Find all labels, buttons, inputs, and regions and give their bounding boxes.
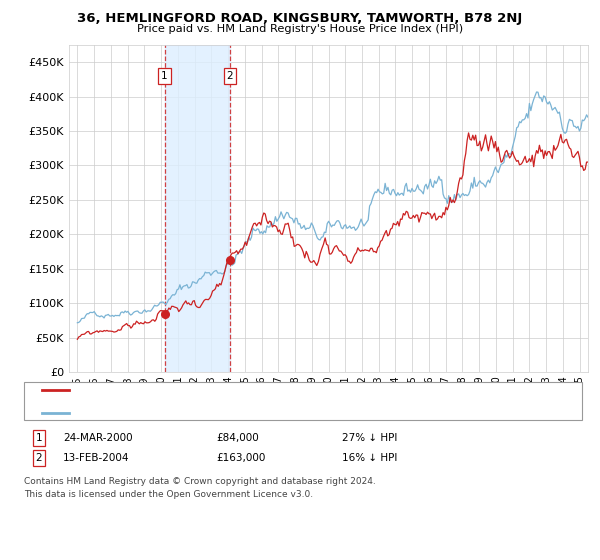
Text: 36, HEMLINGFORD ROAD, KINGSBURY, TAMWORTH, B78 2NJ (detached house): 36, HEMLINGFORD ROAD, KINGSBURY, TAMWORT… [75, 385, 481, 395]
Text: £163,000: £163,000 [216, 453, 265, 463]
Text: 1: 1 [35, 433, 43, 443]
Text: 2: 2 [227, 71, 233, 81]
Text: 2: 2 [35, 453, 43, 463]
Text: 24-MAR-2000: 24-MAR-2000 [63, 433, 133, 443]
Text: 1: 1 [161, 71, 168, 81]
Text: HPI: Average price, detached house, North Warwickshire: HPI: Average price, detached house, Nort… [75, 408, 370, 418]
Text: £84,000: £84,000 [216, 433, 259, 443]
Text: Contains HM Land Registry data © Crown copyright and database right 2024.
This d: Contains HM Land Registry data © Crown c… [24, 477, 376, 498]
Text: Price paid vs. HM Land Registry's House Price Index (HPI): Price paid vs. HM Land Registry's House … [137, 24, 463, 34]
Bar [164, 45, 230, 372]
Text: 16% ↓ HPI: 16% ↓ HPI [342, 453, 397, 463]
Text: 27% ↓ HPI: 27% ↓ HPI [342, 433, 397, 443]
Text: 13-FEB-2004: 13-FEB-2004 [63, 453, 130, 463]
Text: 36, HEMLINGFORD ROAD, KINGSBURY, TAMWORTH, B78 2NJ: 36, HEMLINGFORD ROAD, KINGSBURY, TAMWORT… [77, 12, 523, 25]
